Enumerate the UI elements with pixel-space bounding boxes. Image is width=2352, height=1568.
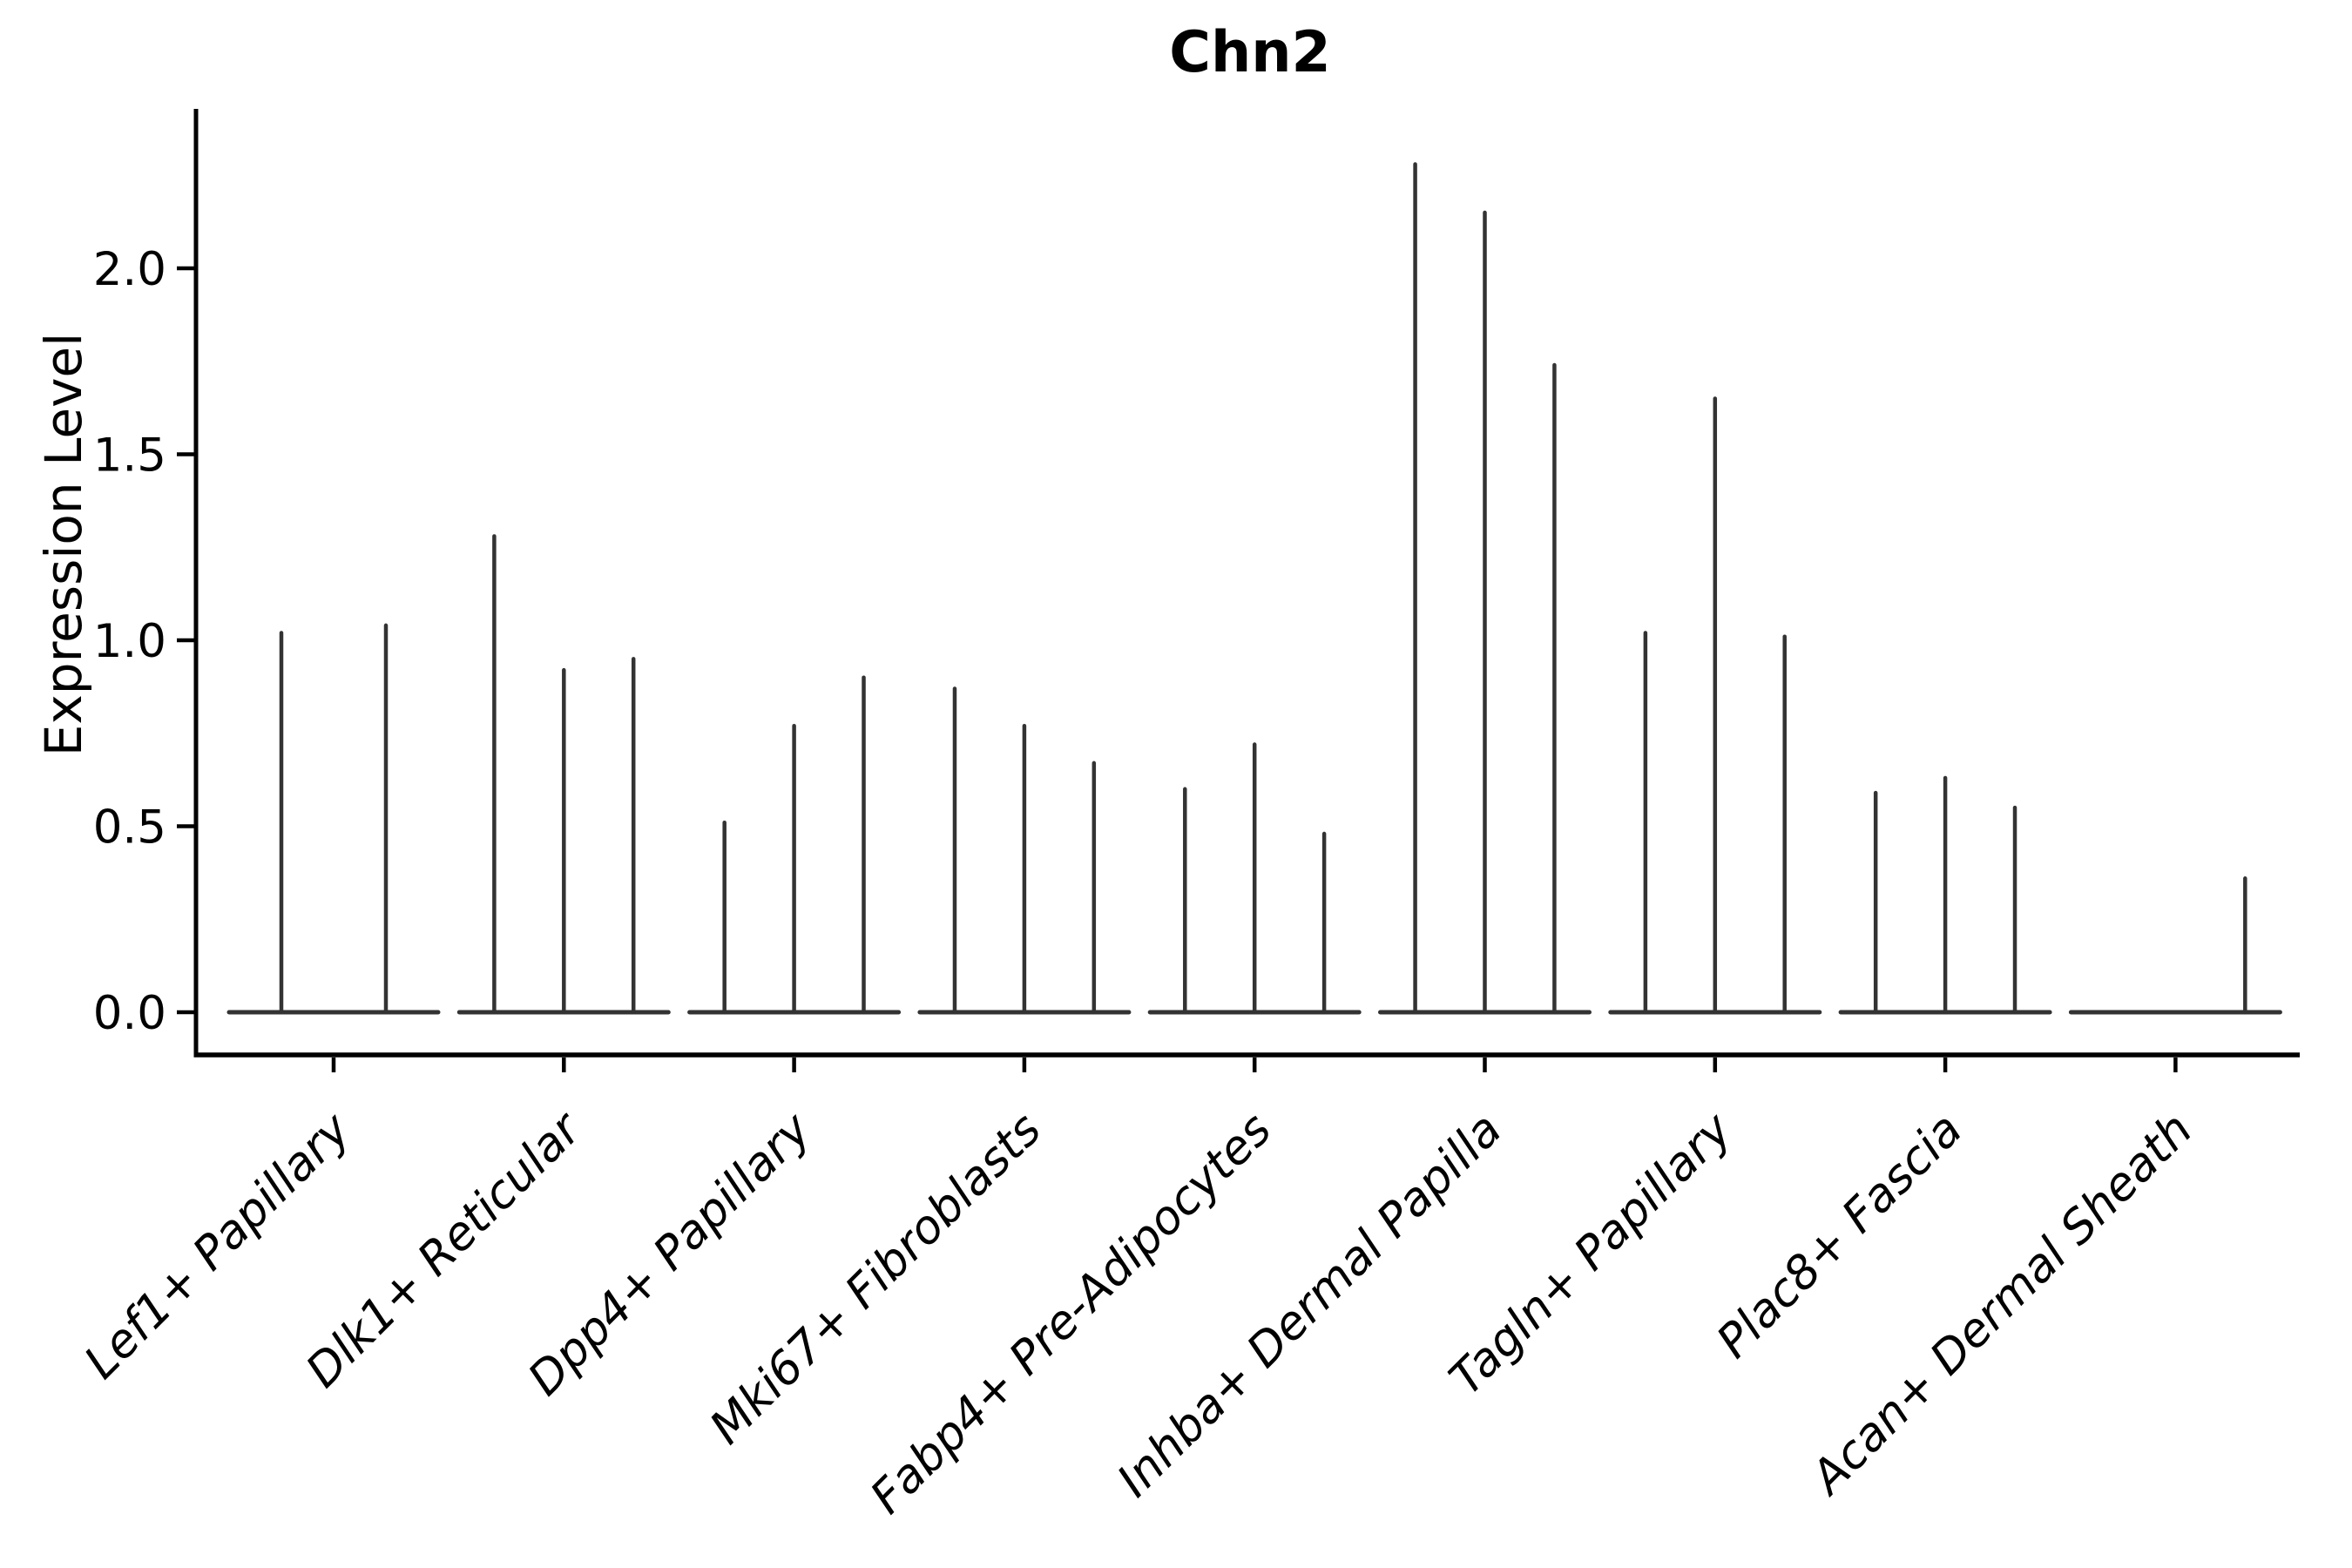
y-tick-label: 2.0 [93, 243, 166, 296]
x-category-label: Inhba+ Dermal Papilla [1107, 1103, 1511, 1507]
chart-title: Chn2 [1169, 20, 1331, 85]
x-category-label: Acan+ Dermal Sheath [1800, 1103, 2203, 1506]
x-category-label: Plac8+ Fascia [1707, 1103, 1972, 1369]
x-category-label: Fabp4+ Pre-Adipocytes [861, 1103, 1282, 1524]
y-tick-label: 0.0 [93, 987, 166, 1040]
y-tick-label: 1.5 [93, 429, 166, 483]
y-tick-label: 0.5 [93, 801, 166, 855]
y-tick-label: 1.0 [93, 615, 166, 668]
